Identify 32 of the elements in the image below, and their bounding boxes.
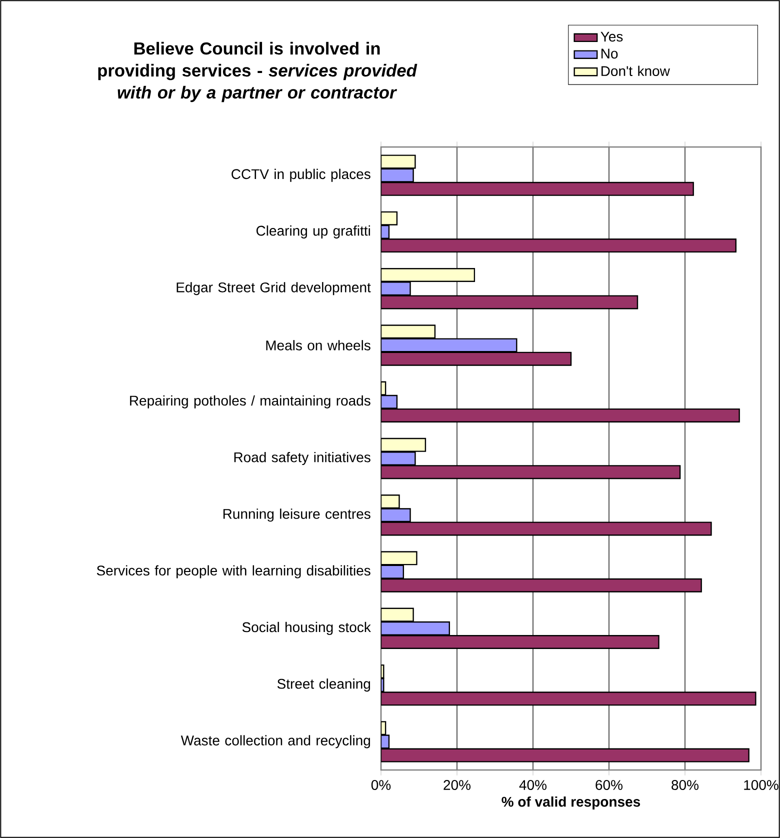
y-tick-label: Road safety initiatives	[234, 452, 370, 466]
y-tick-label: Running leisure centres	[223, 508, 370, 522]
x-tick-label: 20%	[444, 780, 470, 790]
bar	[380, 692, 756, 706]
x-tick-label: 100%	[744, 780, 778, 790]
y-tick-label: Services for people with learning disabilities	[96, 565, 370, 578]
legend-label: No	[602, 48, 618, 59]
x-tick-label: 60%	[596, 780, 622, 790]
y-tick-label: Clearing up grafitti	[256, 225, 370, 238]
x-tick-label: 40%	[519, 780, 546, 790]
bar	[380, 268, 476, 282]
bar	[380, 465, 681, 480]
legend-label: Yes	[600, 32, 623, 42]
bar	[380, 748, 750, 762]
y-tick-label: Social housing stock	[242, 622, 371, 635]
bar	[380, 408, 740, 422]
bar	[380, 522, 712, 536]
bar	[380, 182, 694, 196]
y-tick-label: Repairing potholes / maintaining roads	[130, 395, 370, 408]
y-tick-label: Waste collection and recycling	[180, 735, 370, 748]
x-tick-label: 80%	[672, 780, 698, 790]
legend-label: Don't know	[602, 66, 670, 76]
x-tick-label: 0%	[371, 780, 391, 790]
y-tick-label: Street cleaning	[277, 678, 370, 692]
y-tick-label: CCTV in public places	[232, 168, 370, 182]
chart-title: Believe Council is involved in providing services - services provided with or by a partner or contractor	[98, 42, 418, 102]
bar	[380, 635, 660, 650]
y-tick-label: Meals on wheels	[266, 340, 370, 350]
x-axis-title: % of valid responses	[502, 796, 640, 810]
bar	[380, 238, 737, 253]
y-tick-label: Edgar Street Grid development	[176, 282, 371, 296]
bar	[380, 452, 416, 466]
